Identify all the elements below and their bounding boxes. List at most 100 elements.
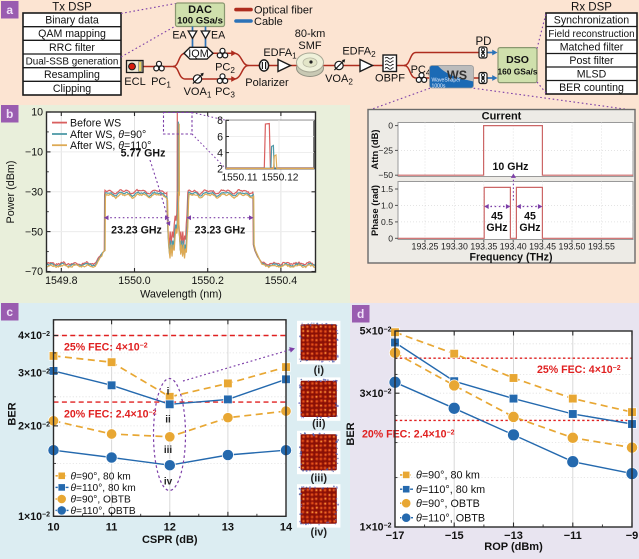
svg-text:−70: −70 — [25, 266, 43, 278]
svg-text:EA: EA — [172, 30, 187, 42]
svg-text:Tx DSP: Tx DSP — [52, 2, 92, 14]
svg-text:Phase (rad): Phase (rad) — [369, 185, 380, 236]
svg-text:193.35: 193.35 — [470, 242, 497, 252]
svg-text:−50: −50 — [378, 170, 393, 180]
svg-text:10 GHz: 10 GHz — [493, 161, 529, 173]
svg-text:10: 10 — [31, 107, 43, 119]
svg-text:θ=90°, 80 km: θ=90°, 80 km — [71, 471, 131, 482]
svg-text:EA: EA — [211, 30, 226, 42]
svg-text:−17: −17 — [386, 530, 405, 542]
svg-text:1550.2: 1550.2 — [191, 275, 224, 287]
svg-text:PC2: PC2 — [215, 62, 235, 76]
svg-text:SMF: SMF — [298, 40, 322, 52]
svg-text:PC4: PC4 — [411, 64, 431, 78]
svg-text:θ=110°, 80 km: θ=110°, 80 km — [416, 484, 485, 496]
svg-text:BER: BER — [345, 422, 357, 445]
svg-text:Binary data: Binary data — [45, 15, 99, 27]
svg-text:θ=110°, OBTB: θ=110°, OBTB — [71, 506, 136, 517]
svg-text:1.5: 1.5 — [381, 184, 393, 194]
svg-text:14: 14 — [280, 522, 293, 534]
svg-text:Power (dBm): Power (dBm) — [5, 161, 17, 224]
svg-text:EDFA2: EDFA2 — [342, 46, 376, 60]
svg-text:b: b — [6, 107, 13, 121]
svg-text:100 GSa/s: 100 GSa/s — [177, 16, 223, 27]
svg-text:WaveShaper: WaveShaper — [432, 78, 462, 84]
svg-text:c: c — [6, 305, 13, 319]
svg-text:23.23 GHz: 23.23 GHz — [195, 225, 246, 237]
svg-text:PC1: PC1 — [151, 76, 171, 90]
svg-text:Synchronization: Synchronization — [554, 14, 629, 26]
svg-text:11: 11 — [106, 522, 118, 534]
svg-text:20% FEC: 2.4×10−2: 20% FEC: 2.4×10−2 — [362, 429, 455, 441]
svg-text:25% FEC: 4×10−2: 25% FEC: 4×10−2 — [537, 364, 621, 376]
svg-text:d: d — [357, 307, 364, 321]
svg-text:13: 13 — [222, 522, 234, 534]
svg-text:BER: BER — [7, 402, 19, 425]
svg-text:Field reconstruction: Field reconstruction — [548, 29, 634, 40]
svg-text:Optical fiber: Optical fiber — [254, 5, 313, 17]
svg-text:(ii): (ii) — [312, 418, 326, 430]
svg-text:−30: −30 — [25, 186, 43, 198]
svg-text:193.55: 193.55 — [588, 242, 615, 252]
svg-text:Before WS: Before WS — [70, 117, 121, 129]
svg-text:−50: −50 — [25, 226, 43, 238]
svg-text:ROP (dBm): ROP (dBm) — [484, 541, 543, 553]
svg-text:0: 0 — [388, 121, 393, 131]
svg-text:iv: iv — [164, 477, 173, 488]
svg-text:−15: −15 — [445, 530, 464, 542]
svg-text:−9: −9 — [626, 530, 639, 542]
svg-text:IQM: IQM — [188, 48, 208, 60]
svg-text:iii: iii — [164, 445, 173, 456]
svg-text:−10: −10 — [25, 147, 43, 159]
svg-text:PC3: PC3 — [215, 86, 235, 100]
svg-text:Clipping: Clipping — [53, 83, 91, 95]
svg-text:160 GSa/s: 160 GSa/s — [497, 67, 537, 77]
svg-text:(i): (i) — [314, 365, 325, 377]
svg-text:Attn (dB): Attn (dB) — [369, 129, 380, 169]
svg-text:80-km: 80-km — [295, 28, 326, 40]
svg-text:20% FEC: 2.4×10−2: 20% FEC: 2.4×10−2 — [64, 409, 157, 421]
svg-text:Polarizer: Polarizer — [245, 77, 289, 89]
svg-text:23.23 GHz: 23.23 GHz — [111, 225, 162, 237]
svg-text:0.5: 0.5 — [381, 217, 393, 227]
svg-text:25% FEC: 4×10−2: 25% FEC: 4×10−2 — [64, 342, 148, 354]
svg-text:DSO: DSO — [506, 54, 529, 66]
svg-text:After WS, θ=90°: After WS, θ=90° — [70, 129, 146, 141]
svg-text:1550.11: 1550.11 — [221, 173, 257, 184]
svg-text:CSPR (dB): CSPR (dB) — [142, 534, 198, 546]
svg-text:193.45: 193.45 — [529, 242, 556, 252]
svg-text:VOA1: VOA1 — [184, 86, 212, 100]
svg-text:WS: WS — [447, 69, 467, 83]
svg-text:ii: ii — [165, 415, 171, 426]
svg-text:GHz: GHz — [486, 222, 507, 234]
svg-text:1550.4: 1550.4 — [265, 275, 298, 287]
svg-text:θ=110°, 80 km: θ=110°, 80 km — [71, 483, 136, 494]
svg-text:θ=90°, OBTB: θ=90°, OBTB — [416, 498, 480, 510]
svg-text:Matched filter: Matched filter — [560, 41, 624, 53]
svg-text:1549.8: 1549.8 — [45, 275, 78, 287]
svg-text:Post filter: Post filter — [569, 55, 614, 67]
svg-text:1550.12: 1550.12 — [262, 173, 299, 184]
svg-text:BER counting: BER counting — [559, 82, 624, 94]
svg-text:10: 10 — [47, 522, 59, 534]
svg-text:193.25: 193.25 — [412, 242, 439, 252]
svg-text:(iv): (iv) — [311, 527, 328, 539]
svg-text:GHz: GHz — [519, 222, 540, 234]
svg-text:MLSD: MLSD — [577, 68, 607, 80]
svg-text:ECL: ECL — [124, 76, 145, 88]
svg-text:θ=90°, OBTB: θ=90°, OBTB — [71, 495, 131, 506]
svg-text:Dual-SSB generation: Dual-SSB generation — [26, 57, 119, 68]
svg-text:OBPF: OBPF — [375, 73, 405, 85]
svg-text:Frequency (THz): Frequency (THz) — [470, 252, 553, 264]
svg-text:QAM mapping: QAM mapping — [38, 28, 106, 40]
svg-text:1000s: 1000s — [432, 84, 446, 90]
svg-text:12: 12 — [164, 522, 176, 534]
svg-text:DAC: DAC — [188, 4, 212, 16]
svg-text:−25: −25 — [378, 145, 393, 155]
svg-text:193.50: 193.50 — [559, 242, 586, 252]
svg-text:Wavelength (nm): Wavelength (nm) — [140, 289, 222, 301]
svg-text:Rx DSP: Rx DSP — [571, 2, 612, 14]
svg-text:−13: −13 — [504, 530, 523, 542]
svg-text:PD: PD — [476, 36, 492, 48]
svg-text:193.30: 193.30 — [441, 242, 468, 252]
